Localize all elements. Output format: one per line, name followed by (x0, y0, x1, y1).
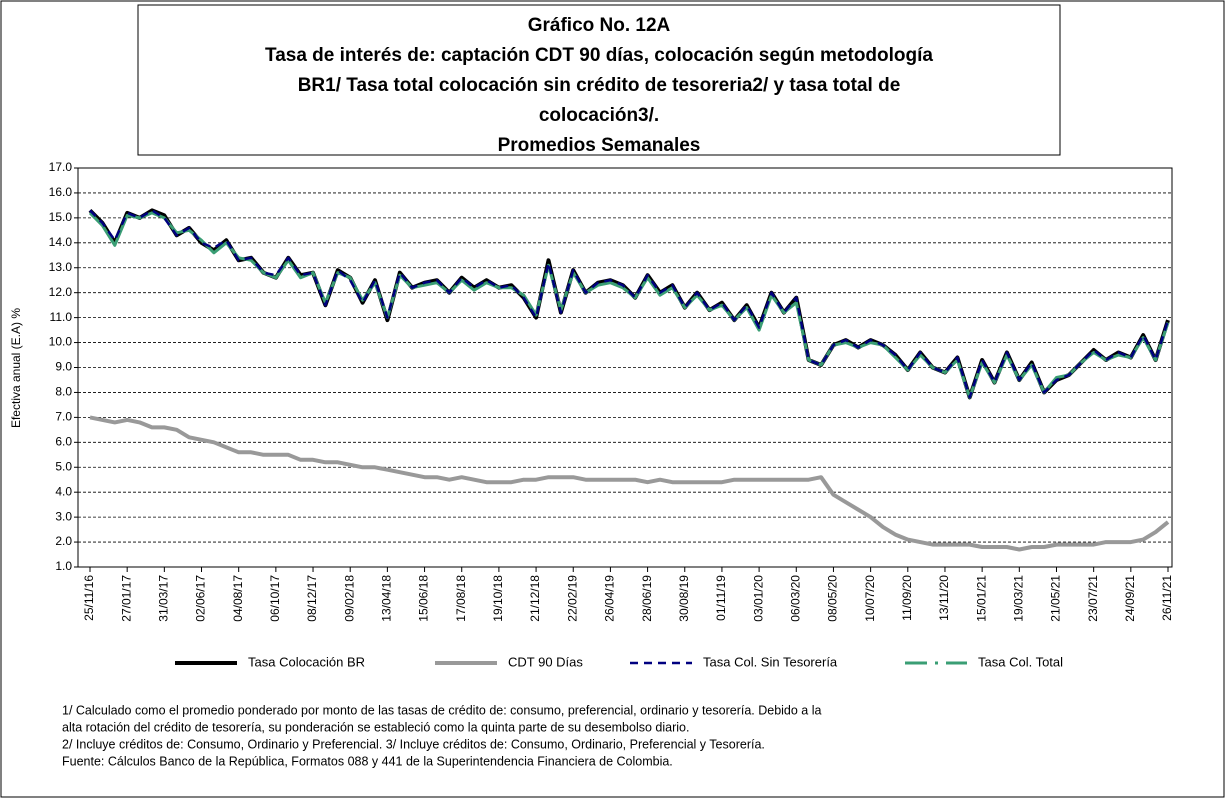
y-tick-label: 17.0 (49, 160, 73, 174)
legend-label: Tasa Col. Sin Tesorería (703, 654, 838, 669)
x-tick-label: 15/01/21 (974, 575, 988, 622)
y-tick-label: 11.0 (50, 310, 73, 324)
chart-title: Gráfico No. 12A (528, 15, 671, 36)
legend-label: CDT 90 Días (508, 654, 583, 669)
x-tick-label: 27/01/17 (119, 575, 133, 622)
y-tick-label: 16.0 (49, 185, 73, 199)
x-tick-label: 17/08/18 (454, 575, 468, 622)
x-tick-label: 28/06/19 (640, 575, 654, 622)
x-tick-label: 08/12/17 (305, 575, 319, 622)
footnote: Fuente: Cálculos Banco de la República, … (62, 754, 673, 768)
footnote: 1/ Calculado como el promedio ponderado … (62, 703, 822, 717)
x-tick-label: 21/05/21 (1049, 575, 1063, 622)
y-tick-label: 6.0 (55, 434, 72, 448)
x-tick-label: 19/10/18 (491, 575, 505, 622)
y-tick-label: 13.0 (49, 260, 73, 274)
series-line (89, 415, 1170, 552)
x-tick-label: 26/11/21 (1160, 575, 1174, 621)
y-tick-label: 5.0 (55, 459, 72, 473)
y-tick-label: 9.0 (55, 360, 72, 374)
x-tick-label: 26/04/19 (603, 575, 617, 622)
y-tick-label: 14.0 (49, 235, 73, 249)
x-tick-label: 10/07/20 (863, 575, 877, 622)
title-box (137, 4, 1061, 156)
legend-label: Tasa Colocación BR (248, 654, 365, 669)
chart-title: Tasa de interés de: captación CDT 90 día… (265, 45, 933, 66)
y-tick-label: 15.0 (49, 210, 73, 224)
y-tick-label: 4.0 (55, 484, 72, 498)
y-tick-label: 8.0 (55, 385, 72, 399)
y-tick-label: 7.0 (55, 410, 72, 424)
legend-label: Tasa Col. Total (978, 654, 1063, 669)
x-tick-label: 21/12/18 (528, 575, 542, 622)
y-tick-label: 1.0 (55, 559, 72, 573)
x-tick-label: 03/01/20 (751, 575, 765, 622)
x-tick-label: 23/07/21 (1086, 575, 1100, 622)
chart-title: colocación3/. (539, 105, 659, 126)
x-tick-label: 06/10/17 (268, 575, 282, 622)
x-tick-label: 01/11/19 (714, 575, 728, 621)
y-tick-label: 2.0 (55, 534, 72, 548)
x-tick-label: 02/06/17 (194, 575, 208, 622)
x-tick-label: 04/08/17 (231, 575, 245, 622)
x-tick-label: 24/09/21 (1123, 575, 1137, 622)
x-tick-label: 11/09/20 (900, 575, 914, 621)
plot-area (77, 167, 1173, 568)
x-tick-label: 31/03/17 (157, 575, 171, 622)
footnote: alta rotación del crédito de tesorería, … (62, 720, 689, 734)
footnote: 2/ Incluye créditos de: Consumo, Ordinar… (62, 737, 765, 751)
x-tick-label: 30/08/19 (677, 575, 691, 622)
y-tick-label: 3.0 (55, 509, 72, 523)
y-axis-label: Efectiva anual (E.A) % (9, 308, 23, 428)
x-tick-label: 19/03/21 (1011, 575, 1025, 622)
x-tick-label: 09/02/18 (342, 575, 356, 622)
chart-title: Promedios Semanales (498, 135, 701, 156)
x-tick-label: 15/06/18 (417, 575, 431, 622)
x-tick-label: 13/11/20 (937, 575, 951, 621)
x-tick-label: 25/11/16 (82, 575, 96, 621)
series-line (89, 209, 1170, 399)
y-tick-label: 10.0 (49, 335, 73, 349)
x-tick-label: 13/04/18 (380, 575, 394, 622)
y-tick-label: 12.0 (49, 285, 73, 299)
x-tick-label: 08/05/20 (826, 575, 840, 622)
x-tick-label: 22/02/19 (565, 575, 579, 622)
x-tick-label: 06/03/20 (788, 575, 802, 622)
chart-title: BR1/ Tasa total colocación sin crédito d… (298, 75, 901, 96)
